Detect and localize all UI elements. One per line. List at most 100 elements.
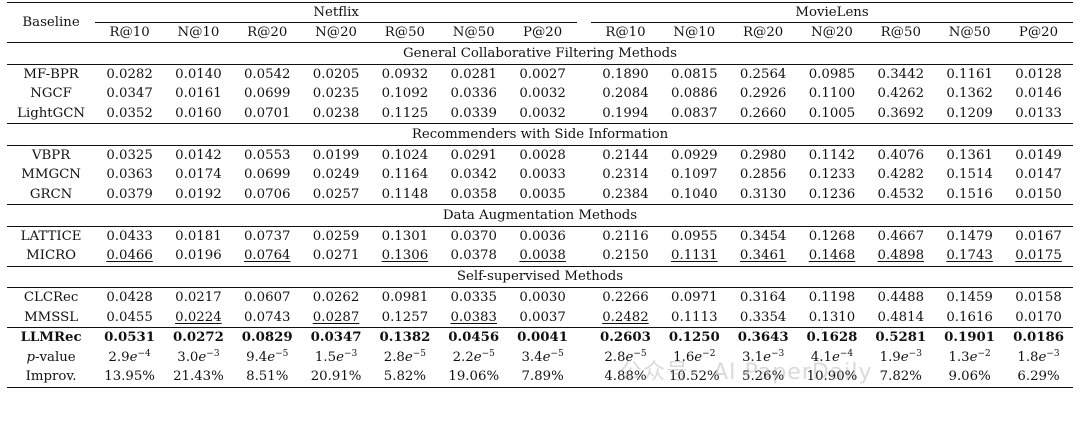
table-cell: 0.0929	[659, 144, 729, 165]
section-title: Data Augmentation Methods	[7, 204, 1073, 226]
table-cell: 0.2084	[602, 86, 649, 102]
table-cell: 0.3164	[728, 287, 798, 308]
table-cell: 0.0383	[450, 309, 497, 325]
table-cell: 0.4667	[866, 225, 936, 246]
table-cell: 0.4532	[877, 186, 925, 202]
metric-header: R@20	[743, 24, 784, 40]
table-cell: 1.8e−3	[1017, 348, 1060, 365]
table-cell: 0.0282	[95, 63, 164, 84]
dataset-header-row: Baseline Netflix MovieLens	[7, 2, 1073, 43]
table-cell: 3.4e−5	[521, 348, 564, 365]
table-cell: 1.3e−2	[948, 348, 991, 365]
table-cell: 1.9e−3	[879, 348, 922, 365]
row-label: MMGCN	[21, 167, 81, 183]
table-cell: 0.1148	[381, 186, 429, 202]
table-cell: 0.2384	[602, 186, 649, 202]
table-cell: 0.1516	[946, 186, 993, 202]
table-row: NGCF 0.0347 0.0161 0.0699 0.0235 0.1092 0.0336…	[7, 84, 1073, 104]
table-cell: 0.0140	[164, 63, 233, 84]
table-cell: 7.82%	[866, 367, 936, 388]
table-cell: 0.0160	[175, 105, 222, 121]
table-cell: 0.0335	[439, 287, 509, 308]
dataset-netflix: Netflix	[95, 2, 578, 23]
table-cell: 0.2926	[739, 86, 787, 102]
table-cell: 0.1198	[797, 287, 867, 308]
table-cell: 0.0149	[1004, 144, 1073, 165]
table-cell: 0.0379	[106, 186, 153, 202]
table-cell: 0.0037	[519, 309, 566, 325]
table-cell: 0.0217	[164, 287, 233, 308]
table-cell: 0.0262	[301, 287, 371, 308]
table-cell: 0.5281	[866, 327, 936, 348]
row-label: MMSSL	[24, 309, 79, 325]
table-cell: 0.1361	[935, 144, 1005, 165]
table-cell: 1.5e−3	[314, 348, 358, 365]
table-cell: 4.1e−4	[810, 348, 854, 365]
table-cell: 0.0238	[312, 105, 360, 121]
table-cell: 0.1514	[946, 167, 993, 183]
table-cell: 2.8e−5	[383, 348, 427, 365]
table-row: MICRO 0.0466 0.0196 0.0764 0.0271 0.1306 0.037…	[7, 246, 1073, 266]
table-cell: 0.1250	[659, 327, 729, 348]
table-cell: 0.1901	[935, 327, 1005, 348]
metric-header: N@50	[948, 24, 991, 40]
table-cell: 0.1468	[808, 248, 856, 264]
table-cell: 0.0701	[243, 105, 291, 121]
value-suffix: -value	[35, 349, 76, 365]
row-label: LATTICE	[7, 225, 96, 246]
table-cell: 0.2660	[739, 105, 787, 121]
table-cell: 0.0932	[370, 63, 440, 84]
table-cell: 0.0281	[439, 63, 509, 84]
table-cell: 5.82%	[370, 367, 440, 388]
table-cell: 0.0342	[450, 167, 497, 183]
metric-header: N@20	[315, 24, 357, 40]
table-cell: 4.88%	[591, 367, 660, 388]
table-cell: 0.1092	[381, 86, 429, 102]
row-label: p-value	[7, 348, 95, 368]
table-cell: 0.1257	[381, 309, 429, 325]
table-row: LightGCN 0.0352 0.0160 0.0701 0.0238 0.1125 0.…	[7, 104, 1073, 124]
metric-header: P@20	[523, 24, 563, 40]
table-cell: 0.0542	[232, 63, 302, 84]
table-cell: 0.0235	[312, 86, 360, 102]
table-cell: 0.0028	[508, 144, 578, 165]
table-row: MMSSL 0.0455 0.0224 0.0743 0.0287 0.1257 0.038…	[7, 308, 1073, 328]
table-cell: 0.0032	[519, 105, 566, 121]
table-row: CLCRec 0.0428 0.0217 0.0607 0.0262 0.0981 0.03…	[7, 287, 1073, 308]
table-cell: 0.0142	[164, 144, 233, 165]
row-label: GRCN	[29, 186, 73, 202]
table-cell: 0.0036	[508, 225, 578, 246]
table-cell: 0.2150	[602, 248, 649, 264]
table-cell: 0.0271	[312, 248, 360, 264]
table-cell: 0.1209	[946, 105, 993, 121]
table-cell: 0.2980	[728, 144, 798, 165]
table-cell: 0.0259	[301, 225, 371, 246]
table-cell: 0.0161	[175, 86, 222, 102]
table-cell: 0.0174	[175, 167, 222, 183]
table-cell: 0.0955	[659, 225, 729, 246]
table-cell: 19.06%	[439, 367, 509, 388]
table-cell: 0.0829	[232, 327, 302, 348]
table-cell: 0.0147	[1015, 167, 1062, 183]
p-symbol: p	[26, 349, 36, 365]
table-cell: 0.1113	[671, 309, 718, 325]
table-cell: 0.0886	[671, 86, 718, 102]
table-cell: 0.0837	[671, 105, 718, 121]
table-cell: 9.06%	[935, 367, 1005, 388]
table-row: VBPR 0.0325 0.0142 0.0553 0.0199 0.1024 0.0291…	[7, 144, 1073, 165]
table-cell: 0.0291	[439, 144, 509, 165]
table-cell: 0.0192	[175, 186, 222, 202]
table-cell: 0.0038	[519, 248, 566, 264]
table-cell: 0.0985	[797, 63, 867, 84]
metric-header: R@20	[247, 24, 288, 40]
table-cell: 2.8e−5	[604, 348, 647, 365]
table-cell: 0.2482	[602, 309, 649, 325]
table-cell: 0.4488	[866, 287, 936, 308]
table-cell: 3.1e−3	[741, 348, 785, 365]
table-cell: 1.6e−2	[673, 348, 716, 365]
table-cell: 0.0027	[508, 63, 578, 84]
table-cell: 0.0347	[301, 327, 371, 348]
metric-header: R@10	[109, 24, 150, 40]
table-cell: 0.0363	[106, 167, 153, 183]
table-cell: 0.3442	[866, 63, 936, 84]
